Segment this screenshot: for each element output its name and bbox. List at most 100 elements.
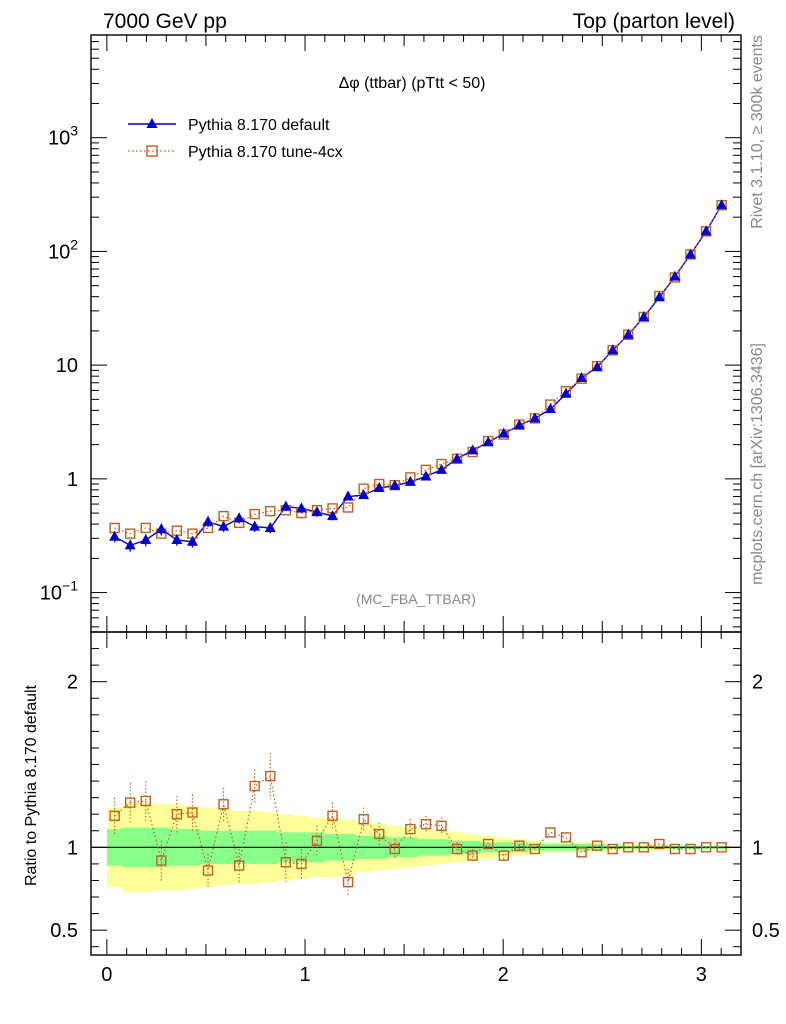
ratio-point [498,850,509,861]
point-default [202,515,214,526]
header-right: Top (parton level) [573,10,735,33]
ratio-point [451,843,463,855]
mcplots-label: mcplots.cern.ch [arXiv:1306.3436] [749,343,766,585]
main-title: Δφ (ttbar) (pTtt < 50) [339,75,486,92]
ratio-y-tick-label-left: 0.5 [50,920,78,942]
ratio-point [514,840,525,851]
ratio-y-tick-label-left: 2 [67,672,78,694]
ratio-point [420,818,432,830]
ratio-point [296,858,307,870]
ratio-ylabel: Ratio to Pythia 8.170 default [23,684,40,886]
ratio-line [114,775,722,883]
y-tick-label: 10−1 [40,578,78,605]
ratio-point [171,809,183,820]
ratio-point [654,838,665,850]
y-tick-label: 103 [48,123,78,150]
series-tune4cx-line [114,204,723,535]
series-default-line [114,204,723,547]
ratio-y-tick-label-left: 1 [67,837,78,859]
main-panel: 10−1 1 10 102 103 Δφ (ttbar) (pTtt < 50) (MC… [40,34,742,633]
point-default [358,489,370,500]
x-tick-label: 1 [299,964,310,986]
x-tick-label: 0 [101,964,112,986]
point-default [653,291,665,302]
y-tick-label: 1 [67,469,78,491]
point-default [109,530,121,541]
point-default [685,248,697,259]
point-default [171,533,183,544]
point-default [544,403,556,414]
legend-item-tune4cx: Pythia 8.170 tune-4cx [128,144,343,161]
point-default [435,463,447,474]
point-default [498,427,510,438]
point-default [638,311,650,322]
ratio-point [405,823,416,835]
point-default [607,344,619,355]
ratio-frame [90,631,742,956]
point-tune4cx [265,505,276,517]
ratio-point [607,843,618,855]
point-default [249,520,261,531]
point-default [576,372,588,383]
ratio-point [124,797,136,808]
ratio-point [685,843,696,855]
ratio-point [560,832,572,843]
point-default [155,523,167,534]
point-default [404,475,416,486]
ratio-point [265,770,276,782]
point-tune4cx [342,502,354,513]
ratio-point [202,865,214,876]
ratio-point [233,860,245,871]
point-default [124,539,136,550]
point-default [560,387,572,398]
point-default [233,512,245,523]
point-default [295,502,307,513]
point-default [327,510,339,521]
ratio-point [389,843,400,855]
point-default [482,436,494,447]
point-default [700,225,712,236]
ratio-point [591,840,603,851]
ratio-point [218,799,229,810]
ratio-point [436,820,447,831]
ratio-y-tick-label-right: 0.5 [752,920,780,942]
ratio-point [467,850,478,861]
legend-label-tune4cx: Pythia 8.170 tune-4cx [188,144,343,161]
point-default [264,521,276,532]
ratio-point [545,827,556,838]
y-tick-label: 10 [56,355,78,377]
point-default [420,470,432,481]
point-default [280,500,292,511]
point-default [311,506,323,517]
point-default [389,479,401,490]
ratio-point [140,795,151,807]
point-default [342,490,354,501]
point-default [622,328,634,339]
ratio-point [358,813,369,825]
legend: Pythia 8.170 default Pythia 8.170 tune-4… [128,117,343,161]
point-default [467,444,479,455]
point-default [716,199,728,210]
ratio-point [482,838,494,850]
header-left: 7000 GeV pp [103,10,227,33]
point-default [513,419,525,430]
ratio-point [623,842,634,853]
x-tick-label: 3 [696,964,707,986]
point-default [218,520,230,531]
ratio-point [156,855,167,866]
ratio-point [327,810,338,822]
point-default [451,452,463,463]
ratio-point [311,835,323,846]
x-tick-label: 2 [498,964,509,986]
point-tune4cx [124,528,136,539]
ratio-point [529,843,541,855]
ratio-point [700,842,712,853]
ratio-point [576,847,587,858]
ratio-point [187,807,198,818]
legend-label-default: Pythia 8.170 default [188,117,330,134]
ratio-point [109,810,120,822]
y-tick-label: 102 [48,236,78,263]
ratio-point [638,842,650,853]
point-default [529,412,541,423]
